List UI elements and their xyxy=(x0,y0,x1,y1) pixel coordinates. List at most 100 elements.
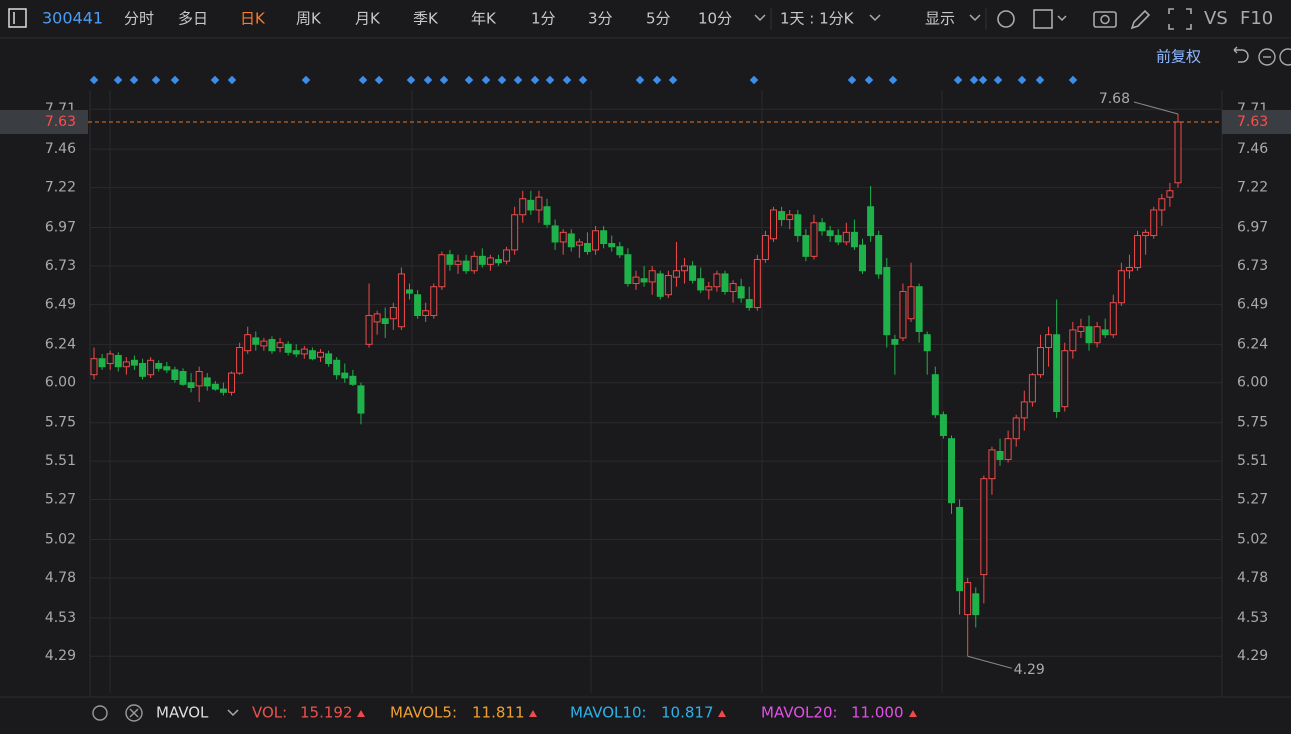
period-tab[interactable]: 月K xyxy=(355,10,381,28)
y-tick-label-right: 6.24 xyxy=(1237,336,1268,352)
display-menu[interactable]: 显示 xyxy=(925,10,955,28)
candle-body xyxy=(737,286,745,299)
candle-body xyxy=(859,244,867,272)
event-marker[interactable] xyxy=(497,75,507,85)
event-marker[interactable] xyxy=(210,75,220,85)
period-tab[interactable]: 5分 xyxy=(646,10,671,28)
indicator-name[interactable]: MAVOL xyxy=(156,704,209,722)
period-tab[interactable]: 年K xyxy=(471,10,497,28)
zoom-in-icon[interactable] xyxy=(1279,48,1291,66)
candle-body xyxy=(1045,334,1053,349)
candle-body xyxy=(470,255,478,272)
candle-body xyxy=(486,257,494,265)
stock-code[interactable]: 300441 xyxy=(42,9,103,28)
indicator-close[interactable] xyxy=(125,704,143,722)
period-tab[interactable]: 10分 xyxy=(698,10,732,28)
candle-body xyxy=(284,343,292,353)
panel-icon[interactable] xyxy=(8,8,27,28)
adjust-mode[interactable]: 前复权 xyxy=(1156,48,1201,66)
candle-body xyxy=(171,369,179,381)
f10-button[interactable]: F10 xyxy=(1240,8,1273,29)
period-tab[interactable]: 日K xyxy=(240,10,266,28)
y-tick-label: 5.75 xyxy=(45,415,76,431)
y-tick-label-right: 4.29 xyxy=(1237,648,1268,664)
event-marker[interactable] xyxy=(423,75,433,85)
candle-body xyxy=(1101,329,1109,336)
settings-icon[interactable] xyxy=(997,10,1015,28)
event-marker[interactable] xyxy=(481,75,491,85)
price-tag-bg xyxy=(1222,109,1291,134)
zoom-out-icon[interactable] xyxy=(1258,48,1276,66)
period-tab[interactable]: 3分 xyxy=(588,10,613,28)
trend-arrow xyxy=(909,710,917,717)
candle-body xyxy=(640,278,648,283)
draw-icon[interactable] xyxy=(1130,9,1151,30)
candle-body xyxy=(875,235,883,275)
candle-body xyxy=(842,231,850,243)
candle-body xyxy=(551,225,559,243)
candle-body xyxy=(179,371,187,385)
event-marker[interactable] xyxy=(301,75,311,85)
chevron[interactable] xyxy=(754,14,766,22)
event-marker[interactable] xyxy=(406,75,416,85)
camera-icon[interactable] xyxy=(1093,11,1117,28)
event-marker[interactable] xyxy=(113,75,123,85)
period-tab[interactable]: 多日 xyxy=(178,10,208,28)
candle-body xyxy=(1125,267,1133,272)
candle-body xyxy=(130,359,138,366)
event-marker[interactable] xyxy=(129,75,139,85)
candle-body xyxy=(1174,121,1182,184)
candle-body xyxy=(268,339,276,352)
vs-button[interactable]: VS xyxy=(1204,8,1228,29)
chevron xyxy=(969,14,981,22)
period-selector[interactable]: 1天 : 1分K xyxy=(780,10,855,28)
candle-body xyxy=(923,334,931,352)
candle-body xyxy=(656,273,664,297)
event-marker[interactable] xyxy=(464,75,474,85)
y-tick-label: 4.78 xyxy=(45,570,76,586)
camera-lens xyxy=(1100,14,1110,25)
candle-body xyxy=(365,315,373,345)
fullscreen-icon[interactable] xyxy=(1168,8,1192,30)
candle-body xyxy=(664,275,672,296)
candle-body xyxy=(260,340,268,347)
chevron[interactable] xyxy=(227,709,239,717)
candle-body xyxy=(122,361,130,368)
candle-body xyxy=(163,366,171,371)
indicator-value: 15.192 xyxy=(300,704,353,722)
event-marker[interactable] xyxy=(227,75,237,85)
y-tick-label-right: 6.97 xyxy=(1237,220,1268,236)
event-marker[interactable] xyxy=(374,75,384,85)
y-tick-label-right: 7.22 xyxy=(1237,180,1268,196)
event-marker[interactable] xyxy=(170,75,180,85)
overlay-icon[interactable] xyxy=(1033,9,1053,29)
period-tab[interactable]: 周K xyxy=(296,10,322,28)
candle-body xyxy=(381,318,389,325)
candle-body xyxy=(90,358,98,376)
event-marker[interactable] xyxy=(89,75,99,85)
event-marker[interactable] xyxy=(358,75,368,85)
candle-body xyxy=(964,582,972,616)
indicator-label: VOL: xyxy=(252,704,287,722)
y-tick-label-right: 4.78 xyxy=(1237,570,1268,586)
event-marker[interactable] xyxy=(439,75,449,85)
candle-body xyxy=(389,307,397,320)
candle-body xyxy=(1077,326,1085,333)
price-tag: 7.63 xyxy=(1237,114,1268,130)
candle-body xyxy=(1109,302,1117,336)
reset-icon[interactable] xyxy=(1233,46,1249,63)
period-tab[interactable]: 1分 xyxy=(531,10,556,28)
event-marker[interactable] xyxy=(151,75,161,85)
indicator-settings[interactable] xyxy=(92,705,108,721)
period-tab[interactable]: 分时 xyxy=(124,10,154,28)
candle-body xyxy=(972,593,980,616)
candle-body xyxy=(770,209,778,240)
candle-body xyxy=(988,449,996,480)
candle-body xyxy=(155,363,163,369)
indicator-label: MAVOL10: xyxy=(570,704,647,722)
period-tab[interactable]: 季K xyxy=(413,10,439,28)
y-tick-label-right: 4.53 xyxy=(1237,610,1268,626)
price-tag: 7.63 xyxy=(45,114,76,130)
candle-body xyxy=(454,260,462,265)
candle-body xyxy=(349,375,357,385)
